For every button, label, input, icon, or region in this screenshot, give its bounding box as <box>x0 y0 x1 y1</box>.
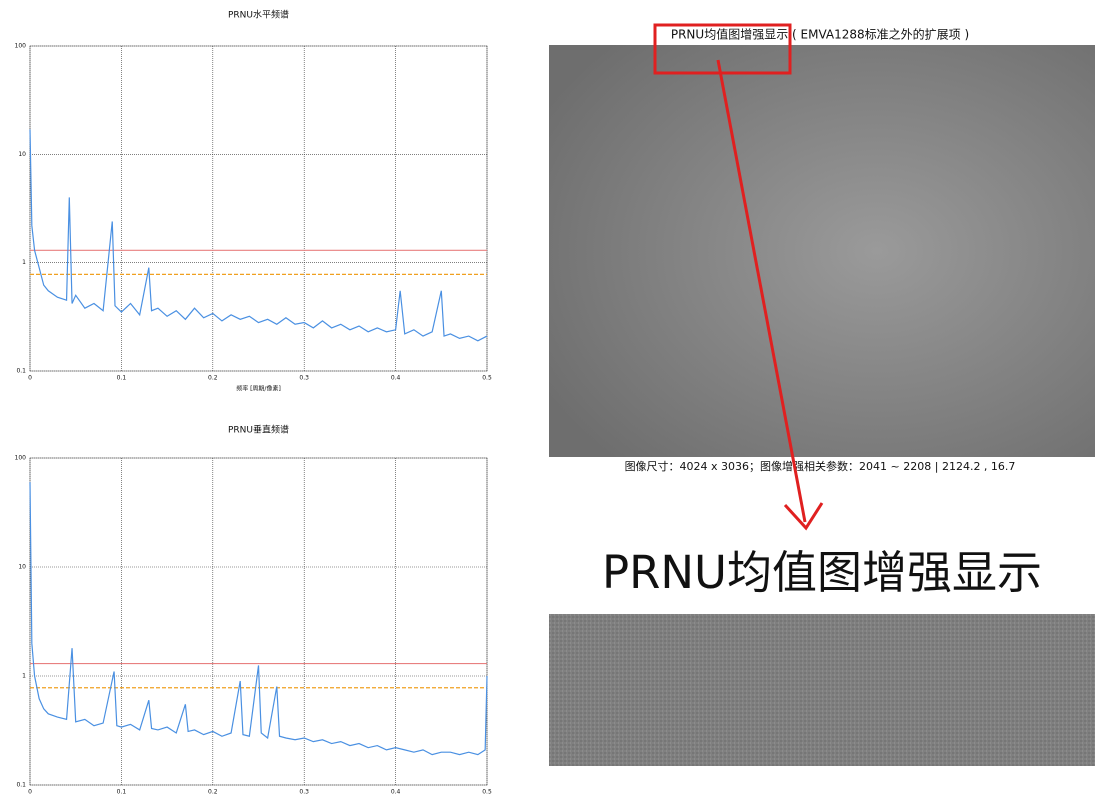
x-tick-label: 0.1 <box>117 789 127 796</box>
y-tick-label: 100 <box>15 43 27 50</box>
chart-title: PRNU水平频谱 <box>228 9 289 21</box>
y-tick-label: 10 <box>18 564 26 571</box>
y-tick-label: 0.1 <box>16 782 26 789</box>
x-tick-label: 0.5 <box>482 375 492 382</box>
arrow <box>716 59 807 523</box>
y-tick-label: 1 <box>22 673 26 680</box>
x-tick-label: 0.1 <box>117 375 127 382</box>
arrow-head <box>783 502 824 531</box>
x-axis-label: 频率 [周期/像素] <box>236 385 281 393</box>
x-tick-label: 0.2 <box>208 375 218 382</box>
spectrum-line <box>29 482 488 756</box>
zoom-title: PRNU均值图增强显示 <box>602 546 1042 599</box>
y-tick-label: 100 <box>15 455 27 462</box>
x-tick-label: 0.5 <box>482 789 492 796</box>
chart-title: PRNU垂直频谱 <box>228 424 289 436</box>
spectrum-line <box>29 129 488 342</box>
zoom-image <box>549 614 1095 766</box>
x-tick-label: 0.4 <box>391 789 401 796</box>
x-tick-label: 0.4 <box>391 375 401 382</box>
highlight-box <box>653 23 792 75</box>
x-tick-label: 0.3 <box>299 375 309 382</box>
plot-frame <box>29 457 488 786</box>
image-title: PRNU均值图增强显示 ( EMVA1288标准之外的扩展项 ) <box>671 27 969 42</box>
enhanced-image <box>549 45 1095 457</box>
x-tick-label: 0 <box>28 375 32 382</box>
x-tick-label: 0.2 <box>208 789 218 796</box>
y-tick-label: 10 <box>18 151 26 158</box>
x-tick-label: 0 <box>28 789 32 796</box>
y-tick-label: 1 <box>22 259 26 266</box>
image-caption: 图像尺寸：4024 x 3036；图像增强相关参数：2041 ~ 2208 | … <box>625 459 1016 473</box>
x-tick-label: 0.3 <box>299 789 309 796</box>
y-tick-label: 0.1 <box>16 368 26 375</box>
